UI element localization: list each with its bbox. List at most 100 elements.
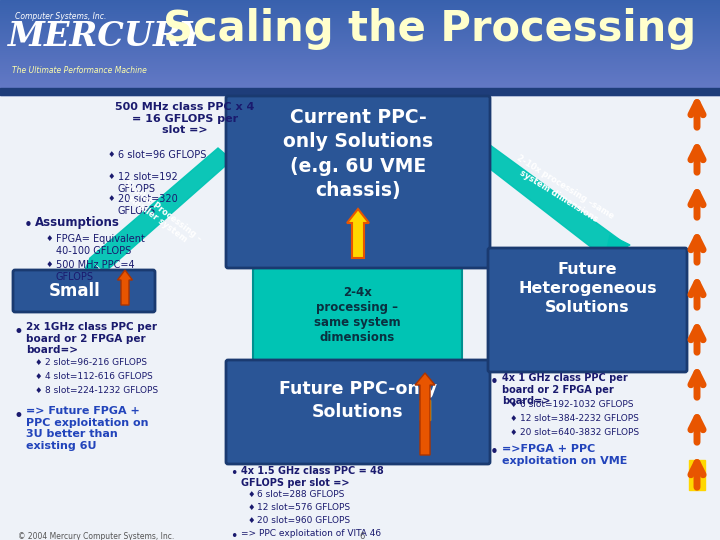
Bar bbox=[0, 84, 720, 85]
Text: Assumptions: Assumptions bbox=[35, 216, 120, 229]
Bar bbox=[0, 46, 720, 47]
Text: 2-10x processing –same
system dimensions: 2-10x processing –same system dimensions bbox=[509, 154, 615, 230]
Text: Future
Heterogeneous
Solutions: Future Heterogeneous Solutions bbox=[518, 262, 657, 315]
Bar bbox=[0, 77, 720, 78]
Bar bbox=[0, 66, 720, 67]
Bar bbox=[0, 81, 720, 82]
Bar bbox=[0, 88, 720, 95]
Bar bbox=[0, 11, 720, 12]
Bar bbox=[0, 19, 720, 20]
Bar bbox=[0, 41, 720, 42]
Bar bbox=[0, 24, 720, 25]
Text: ♦: ♦ bbox=[510, 428, 518, 437]
Text: ♦: ♦ bbox=[108, 194, 115, 203]
FancyArrow shape bbox=[347, 209, 369, 258]
Text: => Future FPGA +
PPC exploitation on
3U better than
existing 6U: => Future FPGA + PPC exploitation on 3U … bbox=[26, 406, 148, 451]
Bar bbox=[0, 58, 720, 59]
Bar bbox=[0, 29, 720, 30]
Bar bbox=[0, 14, 720, 15]
Bar bbox=[0, 40, 720, 41]
Text: ♦: ♦ bbox=[248, 516, 256, 525]
Text: MERCURY: MERCURY bbox=[8, 20, 204, 53]
Text: 6 slot=96 GFLOPS: 6 slot=96 GFLOPS bbox=[118, 150, 207, 160]
Text: 500 MHz PPC=4
GFLOPS: 500 MHz PPC=4 GFLOPS bbox=[56, 260, 135, 281]
Bar bbox=[0, 7, 720, 8]
Bar bbox=[0, 67, 720, 68]
Bar bbox=[0, 82, 720, 83]
Bar bbox=[0, 28, 720, 29]
Bar bbox=[0, 95, 720, 540]
Bar bbox=[0, 35, 720, 36]
Bar bbox=[0, 39, 720, 40]
Bar bbox=[0, 8, 720, 9]
Text: Future PPC-only
Solutions: Future PPC-only Solutions bbox=[279, 380, 437, 421]
Bar bbox=[0, 72, 720, 73]
Text: => PPC exploitation of VITA 46: => PPC exploitation of VITA 46 bbox=[241, 529, 381, 538]
Bar bbox=[0, 78, 720, 79]
Text: •: • bbox=[230, 530, 238, 540]
Text: ♦: ♦ bbox=[46, 234, 53, 243]
Text: 4 slot=112-616 GFLOPS: 4 slot=112-616 GFLOPS bbox=[45, 372, 153, 381]
Bar bbox=[0, 15, 720, 16]
Bar bbox=[0, 60, 720, 61]
Text: Computer Systems, Inc.: Computer Systems, Inc. bbox=[15, 12, 107, 21]
Text: 4x 1.5 GHz class PPC = 48
GFLOPS per slot =>: 4x 1.5 GHz class PPC = 48 GFLOPS per slo… bbox=[241, 466, 384, 488]
Bar bbox=[0, 89, 720, 90]
Text: 12 slot=576 GFLOPS: 12 slot=576 GFLOPS bbox=[257, 503, 350, 512]
Bar bbox=[0, 37, 720, 38]
Bar bbox=[0, 34, 720, 35]
Text: ♦: ♦ bbox=[46, 260, 53, 269]
Bar bbox=[0, 87, 720, 88]
Bar bbox=[0, 79, 720, 80]
Bar bbox=[0, 74, 720, 75]
Bar bbox=[0, 80, 720, 81]
Bar bbox=[0, 26, 720, 27]
Bar bbox=[0, 52, 720, 53]
Text: =>FPGA + PPC
exploitation on VME: =>FPGA + PPC exploitation on VME bbox=[502, 444, 627, 465]
Bar bbox=[0, 50, 720, 51]
FancyBboxPatch shape bbox=[253, 268, 462, 362]
Bar bbox=[0, 63, 720, 64]
Text: 12 slot=384-2232 GFLOPS: 12 slot=384-2232 GFLOPS bbox=[520, 414, 639, 423]
Polygon shape bbox=[605, 235, 630, 258]
Text: ♦: ♦ bbox=[248, 490, 256, 499]
Bar bbox=[0, 1, 720, 2]
Bar bbox=[0, 3, 720, 4]
Text: ♦: ♦ bbox=[35, 386, 42, 395]
FancyArrow shape bbox=[117, 270, 132, 305]
Bar bbox=[0, 42, 720, 43]
Text: •: • bbox=[14, 407, 24, 425]
Bar bbox=[0, 12, 720, 13]
Text: •: • bbox=[490, 445, 499, 460]
Bar bbox=[0, 44, 720, 45]
FancyBboxPatch shape bbox=[226, 360, 490, 464]
Bar bbox=[0, 38, 720, 39]
Bar bbox=[0, 59, 720, 60]
Text: © 2004 Mercury Computer Systems, Inc.: © 2004 Mercury Computer Systems, Inc. bbox=[18, 532, 174, 540]
Bar bbox=[0, 92, 720, 93]
Bar bbox=[0, 56, 720, 57]
Text: ♦: ♦ bbox=[108, 172, 115, 181]
Text: ♦: ♦ bbox=[35, 358, 42, 367]
Bar bbox=[0, 86, 720, 87]
Bar bbox=[0, 30, 720, 31]
Text: ♦: ♦ bbox=[108, 150, 115, 159]
Bar bbox=[0, 9, 720, 10]
Text: 2-4x
processing –
same system
dimensions: 2-4x processing – same system dimensions bbox=[314, 286, 401, 344]
Bar bbox=[0, 54, 720, 55]
Text: •: • bbox=[24, 218, 33, 233]
Bar bbox=[0, 23, 720, 24]
Bar bbox=[0, 33, 720, 34]
Text: Current PPC-
only Solutions
(e.g. 6U VME
chassis): Current PPC- only Solutions (e.g. 6U VME… bbox=[283, 108, 433, 200]
Text: ♦: ♦ bbox=[35, 372, 42, 381]
Bar bbox=[0, 16, 720, 17]
Bar bbox=[0, 75, 720, 76]
FancyBboxPatch shape bbox=[226, 96, 490, 268]
Bar bbox=[0, 45, 720, 46]
Bar bbox=[0, 88, 720, 89]
Bar bbox=[0, 51, 720, 52]
Bar bbox=[0, 65, 720, 66]
Bar bbox=[0, 43, 720, 44]
Text: 6 slot=192-1032 GFLOPS: 6 slot=192-1032 GFLOPS bbox=[520, 400, 634, 409]
Bar bbox=[0, 18, 720, 19]
